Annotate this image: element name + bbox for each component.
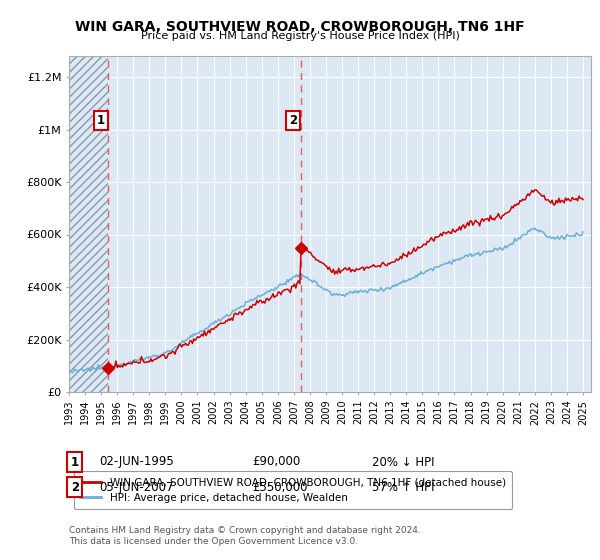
Text: Contains HM Land Registry data © Crown copyright and database right 2024.
This d: Contains HM Land Registry data © Crown c… bbox=[69, 526, 421, 546]
Text: 05-JUN-2007: 05-JUN-2007 bbox=[99, 480, 173, 494]
Text: 2: 2 bbox=[71, 480, 79, 494]
Text: 1: 1 bbox=[97, 114, 104, 127]
Legend: WIN GARA, SOUTHVIEW ROAD, CROWBOROUGH, TN6 1HF (detached house), HPI: Average pr: WIN GARA, SOUTHVIEW ROAD, CROWBOROUGH, T… bbox=[74, 471, 512, 509]
Text: 02-JUN-1995: 02-JUN-1995 bbox=[99, 455, 174, 469]
Bar bbox=[69, 56, 108, 392]
Text: Price paid vs. HM Land Registry's House Price Index (HPI): Price paid vs. HM Land Registry's House … bbox=[140, 31, 460, 41]
Text: £90,000: £90,000 bbox=[252, 455, 300, 469]
Text: 2: 2 bbox=[289, 114, 298, 127]
Text: 57% ↑ HPI: 57% ↑ HPI bbox=[372, 480, 434, 494]
Text: 20% ↓ HPI: 20% ↓ HPI bbox=[372, 455, 434, 469]
Text: £550,000: £550,000 bbox=[252, 480, 308, 494]
Text: 1: 1 bbox=[71, 455, 79, 469]
Text: WIN GARA, SOUTHVIEW ROAD, CROWBOROUGH, TN6 1HF: WIN GARA, SOUTHVIEW ROAD, CROWBOROUGH, T… bbox=[75, 20, 525, 34]
